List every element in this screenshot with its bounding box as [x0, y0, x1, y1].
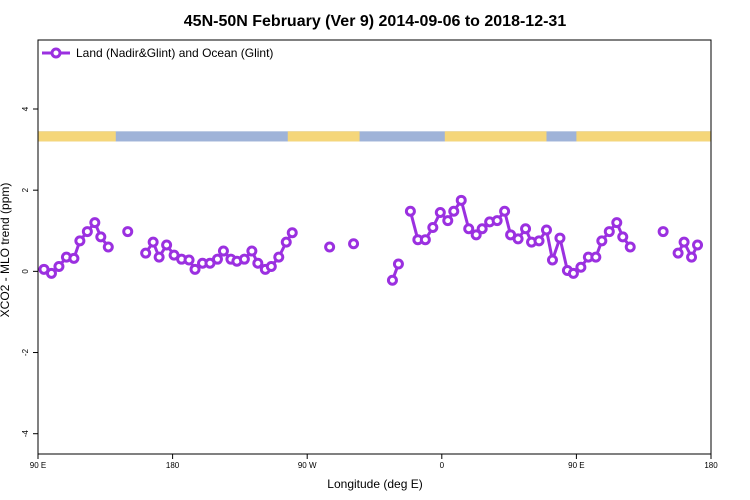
data-point — [404, 205, 416, 217]
data-point — [520, 223, 532, 235]
data-point — [45, 267, 57, 279]
data-point — [427, 222, 439, 234]
data-point — [617, 231, 629, 243]
ocean-band — [38, 131, 711, 142]
land-ocean-band — [38, 131, 711, 142]
x-tick-label: 180 — [166, 461, 180, 470]
data-point — [122, 226, 134, 238]
y-tick-label: 0 — [21, 269, 30, 274]
data-point — [238, 253, 250, 265]
data-point — [286, 227, 298, 239]
data-point — [419, 234, 431, 246]
data-point — [265, 260, 277, 272]
data-point — [533, 235, 545, 247]
data-point — [348, 238, 360, 250]
x-axis-ticks: 90 E 180 90 W 0 90 E 180 — [30, 454, 718, 470]
data-point — [89, 217, 101, 229]
data-point — [183, 254, 195, 266]
y-tick-label: -4 — [21, 430, 30, 438]
data-point — [68, 252, 80, 264]
data-point — [448, 205, 460, 217]
legend-label: Land (Nadir&Glint) and Ocean (Glint) — [76, 46, 273, 60]
land-span — [576, 131, 711, 142]
data-point — [211, 253, 223, 265]
land-span — [287, 131, 360, 142]
data-point — [74, 235, 86, 247]
data-point — [324, 241, 336, 253]
data-point — [189, 263, 201, 275]
data-point — [442, 215, 454, 227]
land-span — [444, 131, 547, 142]
data-point — [678, 236, 690, 248]
data-point — [386, 274, 398, 286]
data-point — [491, 215, 503, 227]
data-point — [540, 224, 552, 236]
data-point — [692, 239, 704, 251]
data-point — [161, 239, 173, 251]
y-axis-label: XCO2 - MLO trend (ppm) — [0, 183, 12, 318]
x-tick-label: 90 W — [298, 461, 317, 470]
data-point — [280, 236, 292, 248]
chart-title: 45N-50N February (Ver 9) 2014-09-06 to 2… — [184, 13, 567, 30]
legend: Land (Nadir&Glint) and Ocean (Glint) — [42, 46, 273, 60]
data-point — [590, 251, 602, 263]
data-point — [147, 236, 159, 248]
data-point — [81, 226, 93, 238]
data-point — [672, 247, 684, 259]
data-point — [596, 235, 608, 247]
data-point — [575, 261, 587, 273]
x-tick-label: 90 E — [30, 461, 46, 470]
data-point — [95, 231, 107, 243]
y-axis-ticks: -4 -2 0 2 4 — [21, 106, 38, 437]
data-point — [434, 207, 446, 218]
series-layer — [38, 194, 704, 286]
data-point — [246, 245, 258, 257]
data-point — [53, 260, 65, 272]
legend-marker — [50, 47, 62, 59]
data-point — [611, 217, 623, 229]
data-point — [102, 241, 114, 253]
data-point — [624, 241, 636, 253]
data-point — [476, 223, 488, 235]
data-point — [554, 232, 566, 244]
data-point — [217, 245, 229, 257]
data-point — [273, 251, 285, 263]
y-tick-label: 4 — [21, 106, 30, 111]
data-point — [252, 257, 264, 269]
plot-frame — [37, 39, 712, 455]
land-span — [38, 131, 116, 142]
data-point — [567, 267, 579, 279]
data-point — [686, 251, 698, 263]
data-point — [463, 223, 475, 235]
data-point — [140, 247, 152, 259]
x-tick-label: 0 — [440, 461, 445, 470]
y-tick-label: -2 — [21, 348, 30, 356]
data-point — [603, 226, 615, 238]
y-tick-label: 2 — [21, 187, 30, 192]
data-point — [470, 229, 482, 241]
data-point — [657, 226, 669, 238]
series-line — [676, 240, 699, 259]
data-point — [546, 254, 558, 266]
data-point — [499, 205, 511, 217]
x-axis-label: Longitude (deg E) — [327, 477, 422, 491]
data-point — [153, 251, 165, 263]
data-point — [392, 258, 404, 270]
x-tick-label: 180 — [704, 461, 718, 470]
data-point — [455, 194, 467, 206]
data-point — [512, 233, 524, 245]
x-tick-label: 90 E — [568, 461, 584, 470]
